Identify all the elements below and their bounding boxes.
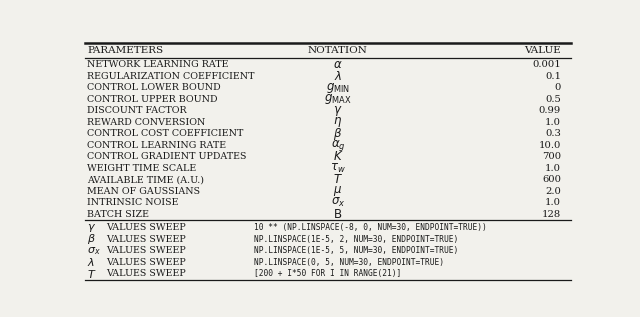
Text: CONTROL LOWER BOUND: CONTROL LOWER BOUND	[88, 83, 221, 92]
Text: DISCOUNT FACTOR: DISCOUNT FACTOR	[88, 106, 187, 115]
Text: $\gamma$: $\gamma$	[333, 104, 342, 118]
Text: WEIGHT TIME SCALE: WEIGHT TIME SCALE	[88, 164, 196, 173]
Text: $\mu$: $\mu$	[333, 184, 342, 198]
Text: CONTROL UPPER BOUND: CONTROL UPPER BOUND	[88, 95, 218, 104]
Text: VALUES SWEEP: VALUES SWEEP	[106, 235, 186, 244]
Text: $T$: $T$	[333, 173, 343, 186]
Text: $\sigma_x$: $\sigma_x$	[88, 245, 101, 257]
Text: NP.LINSPACE(1E-5, 5, NUM=30, ENDPOINT=TRUE): NP.LINSPACE(1E-5, 5, NUM=30, ENDPOINT=TR…	[253, 246, 458, 256]
Text: 10 ** (NP.LINSPACE(-8, 0, NUM=30, ENDPOINT=TRUE)): 10 ** (NP.LINSPACE(-8, 0, NUM=30, ENDPOI…	[253, 223, 486, 232]
Text: $\alpha$: $\alpha$	[333, 58, 342, 71]
Text: 128: 128	[542, 210, 561, 219]
Text: 1.0: 1.0	[545, 118, 561, 127]
Text: 0.001: 0.001	[532, 60, 561, 69]
Text: $\beta$: $\beta$	[333, 126, 342, 142]
Text: NETWORK LEARNING RATE: NETWORK LEARNING RATE	[88, 60, 229, 69]
Text: $\alpha_g$: $\alpha_g$	[331, 138, 345, 153]
Text: $\mathrm{B}$: $\mathrm{B}$	[333, 208, 342, 221]
Text: [200 + I*50 FOR I IN RANGE(21)]: [200 + I*50 FOR I IN RANGE(21)]	[253, 269, 401, 278]
Text: VALUES SWEEP: VALUES SWEEP	[106, 258, 186, 267]
Text: VALUE: VALUE	[524, 46, 561, 55]
Text: 0.5: 0.5	[545, 95, 561, 104]
Text: $\eta$: $\eta$	[333, 115, 342, 129]
Text: $\gamma$: $\gamma$	[88, 222, 97, 234]
Text: VALUES SWEEP: VALUES SWEEP	[106, 223, 186, 232]
Text: 1.0: 1.0	[545, 198, 561, 207]
Text: INTRINSIC NOISE: INTRINSIC NOISE	[88, 198, 179, 207]
Text: CONTROL COST COEFFICIENT: CONTROL COST COEFFICIENT	[88, 129, 244, 138]
Text: NP.LINSPACE(1E-5, 2, NUM=30, ENDPOINT=TRUE): NP.LINSPACE(1E-5, 2, NUM=30, ENDPOINT=TR…	[253, 235, 458, 244]
Text: 600: 600	[542, 175, 561, 184]
Text: 1.0: 1.0	[545, 164, 561, 173]
Text: REWARD CONVERSION: REWARD CONVERSION	[88, 118, 206, 127]
Text: $T$: $T$	[88, 268, 97, 280]
Text: NP.LINSPACE(0, 5, NUM=30, ENDPOINT=TRUE): NP.LINSPACE(0, 5, NUM=30, ENDPOINT=TRUE)	[253, 258, 444, 267]
Text: VALUES SWEEP: VALUES SWEEP	[106, 246, 186, 256]
Text: $\sigma_x$: $\sigma_x$	[331, 196, 345, 210]
Text: 0.99: 0.99	[539, 106, 561, 115]
Text: 10.0: 10.0	[539, 141, 561, 150]
Text: BATCH SIZE: BATCH SIZE	[88, 210, 150, 219]
Text: $K$: $K$	[333, 150, 343, 163]
Text: MEAN OF GAUSSIANS: MEAN OF GAUSSIANS	[88, 187, 200, 196]
Text: 700: 700	[542, 152, 561, 161]
Text: VALUES SWEEP: VALUES SWEEP	[106, 269, 186, 278]
Text: NOTATION: NOTATION	[308, 46, 368, 55]
Text: $\tau_w$: $\tau_w$	[330, 162, 346, 175]
Text: 2.0: 2.0	[545, 187, 561, 196]
Text: REGULARIZATION COEFFICIENT: REGULARIZATION COEFFICIENT	[88, 72, 255, 81]
Text: CONTROL GRADIENT UPDATES: CONTROL GRADIENT UPDATES	[88, 152, 247, 161]
Text: CONTROL LEARNING RATE: CONTROL LEARNING RATE	[88, 141, 227, 150]
Text: 0: 0	[555, 83, 561, 92]
Text: $\beta$: $\beta$	[88, 232, 96, 246]
Text: PARAMETERS: PARAMETERS	[88, 46, 164, 55]
Text: 0.3: 0.3	[545, 129, 561, 138]
Text: AVAILABLE TIME (A.U.): AVAILABLE TIME (A.U.)	[88, 175, 204, 184]
Text: $g_{\mathrm{MIN}}$: $g_{\mathrm{MIN}}$	[326, 81, 350, 95]
Text: $\lambda$: $\lambda$	[88, 256, 95, 268]
Text: $g_{\mathrm{MAX}}$: $g_{\mathrm{MAX}}$	[324, 92, 352, 106]
Text: $\lambda$: $\lambda$	[334, 70, 342, 83]
Text: 0.1: 0.1	[545, 72, 561, 81]
